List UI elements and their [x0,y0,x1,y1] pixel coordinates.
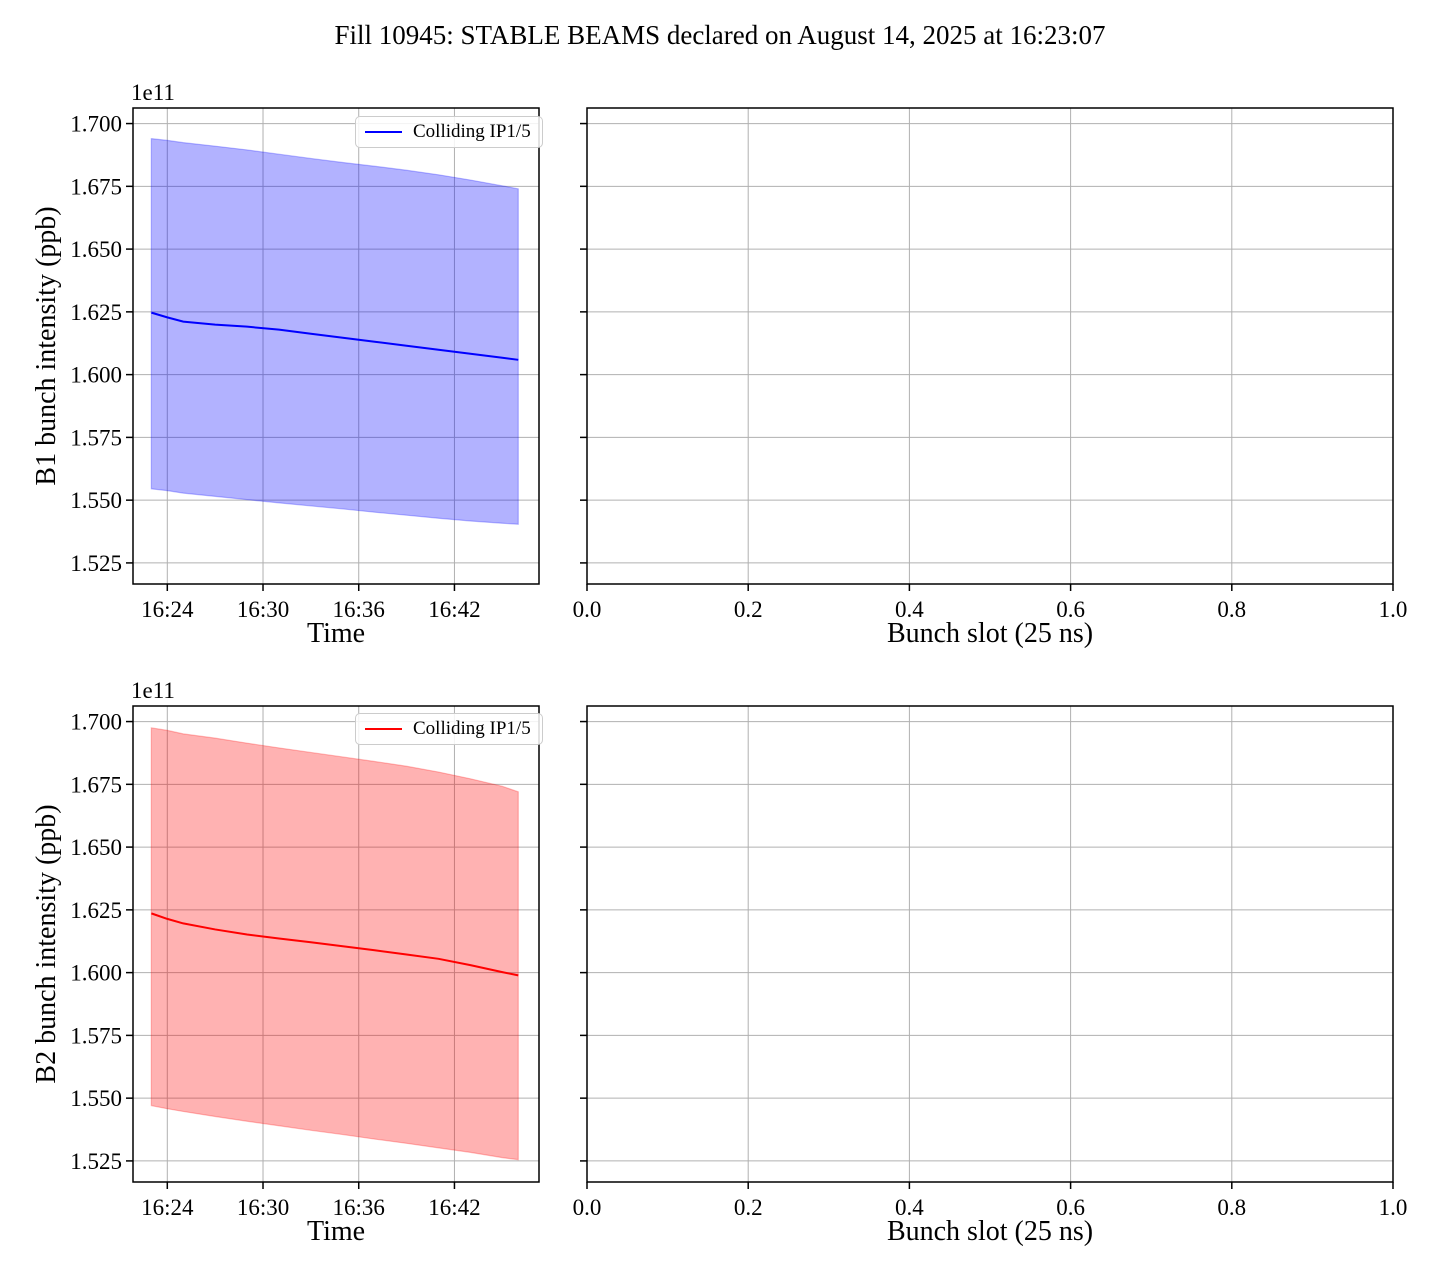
x-tick-label: 0.0 [573,597,602,622]
x-tick-label: 0.6 [1056,1195,1085,1220]
x-tick-label: 0.4 [895,597,924,622]
x-axis-label-time-top: Time [306,618,366,649]
legend-b2: Colliding IP1/5 [355,713,543,745]
x-tick-label: 16:30 [237,597,289,622]
y-tick-label: 1.700 [70,112,122,137]
y-tick-label: 1.525 [70,1149,122,1174]
mean-line [151,311,519,361]
y-offset-text-b2: 1e11 [131,678,175,703]
y-tick-label: 1.600 [70,363,122,388]
x-tick-label: 0.2 [734,1195,763,1220]
y-tick-label: 1.700 [70,710,122,735]
legend-line-swatch-b2 [365,728,402,730]
y-tick-label: 1.625 [70,898,122,923]
y-tick-label: 1.650 [70,835,122,860]
y-offset-text-b1: 1e11 [131,80,175,105]
x-tick-label: 0.2 [734,597,763,622]
mean-line [151,912,519,977]
legend-label-b1: Colliding IP1/5 [413,121,531,142]
x-tick-label: 16:30 [237,1195,289,1220]
figure-title: Fill 10945: STABLE BEAMS declared on Aug… [334,20,1106,50]
x-tick-label: 1.0 [1379,597,1408,622]
x-tick-label: 16:24 [141,1195,194,1220]
x-tick-label: 1.0 [1379,1195,1408,1220]
y-axis-label-b1: B1 bunch intensity (ppb) [31,206,62,486]
x-axis-label-time-bottom: Time [306,1216,366,1247]
x-tick-label: 0.4 [895,1195,924,1220]
x-axis-label-bunch-slot-top: Bunch slot (25 ns) [886,618,1094,649]
y-tick-label: 1.625 [70,300,122,325]
x-tick-label: 0.8 [1217,1195,1246,1220]
legend-b1: Colliding IP1/5 [355,116,543,148]
y-tick-label: 1.550 [70,1086,122,1111]
y-tick-label: 1.525 [70,551,122,576]
x-axis-label-bunch-slot-bottom: Bunch slot (25 ns) [886,1216,1094,1247]
x-tick-label: 16:36 [333,597,385,622]
axes-border [132,705,540,1183]
legend-label-b2: Colliding IP1/5 [413,718,531,739]
x-tick-label: 16:42 [428,1195,480,1220]
x-tick-label: 0.6 [1056,597,1085,622]
y-tick-label: 1.600 [70,961,122,986]
x-tick-label: 0.0 [573,1195,602,1220]
y-tick-label: 1.575 [70,425,122,450]
y-tick-label: 1.675 [70,772,122,797]
y-tick-label: 1.650 [70,237,122,262]
y-tick-label: 1.575 [70,1023,122,1048]
uncertainty-band [150,137,519,525]
x-tick-label: 0.8 [1217,597,1246,622]
uncertainty-band [150,727,519,1161]
x-tick-label: 16:36 [333,1195,385,1220]
y-tick-label: 1.550 [70,488,122,513]
y-axis-label-b2: B2 bunch intensity (ppb) [31,804,62,1084]
y-tick-label: 1.675 [70,174,122,199]
x-tick-label: 16:24 [141,597,194,622]
axes-border [586,107,1394,585]
x-tick-label: 16:42 [428,597,480,622]
axes-border [132,107,540,585]
axes-border [586,705,1394,1183]
legend-line-swatch-b1 [365,131,402,133]
